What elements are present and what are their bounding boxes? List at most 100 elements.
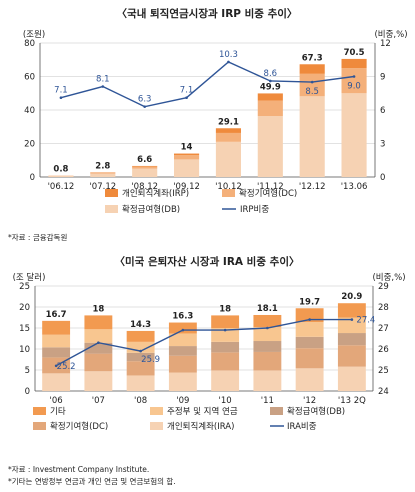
bottom-x-tick-label: '06 <box>50 396 63 406</box>
bottom-y2-tick-label: 27 <box>378 324 389 334</box>
top-y-tick-label: 0 <box>30 173 35 183</box>
bottom-bar-segment-2 <box>211 341 240 353</box>
bottom-x-tick-label: '07 <box>92 396 105 406</box>
bottom-bar-segment-3 <box>168 333 197 347</box>
top-y2-tick-label: 3 <box>380 140 385 150</box>
bottom-bar-segment-1 <box>126 361 155 376</box>
top-y-tick-label: 20 <box>24 140 35 150</box>
bottom-bar-total-label: 18 <box>92 304 104 314</box>
bottom-share-label: 25.2 <box>57 362 76 372</box>
bottom-share-label: 27.4 <box>356 316 375 326</box>
bottom-x-tick-label: '13 2Q <box>338 396 366 406</box>
bottom-y-tick-label: 0 <box>25 387 30 397</box>
bottom-y2-tick-label: 28 <box>378 303 389 313</box>
top-share-point <box>143 105 146 108</box>
bottom-bar-segment-1 <box>295 348 324 369</box>
top-bar-segment-1 <box>257 100 283 117</box>
top-y-tick-label: 80 <box>24 39 35 49</box>
bottom-bar-segment-4 <box>295 308 324 323</box>
top-bar-segment-0 <box>341 93 367 177</box>
bottom-legend-label: 개인퇴직계좌(IRA) <box>167 421 234 432</box>
top-bar-segment-2 <box>257 93 283 101</box>
bottom-bar-segment-4 <box>211 315 240 328</box>
bottom-bar-total-label: 18 <box>219 304 231 314</box>
bottom-bar-segment-4 <box>337 303 366 318</box>
bottom-share-line <box>55 318 352 367</box>
bottom-bar-segment-4 <box>126 330 155 342</box>
bottom-bar-segment-3 <box>42 334 71 348</box>
top-right-unit: (비중,%) <box>374 30 407 40</box>
bottom-source-note: *자료 : Investment Company Institute. <box>8 465 150 474</box>
top-bar-total-label: 2.8 <box>95 161 110 171</box>
bottom-y-tick-label: 15 <box>19 324 30 334</box>
bottom-bar-segment-3 <box>295 322 324 337</box>
top-bar-segment-1 <box>341 68 367 94</box>
bottom-legend-label: IRA비중 <box>287 422 317 432</box>
bottom-legend-swatch <box>150 422 163 430</box>
bottom-x-tick-label: '12 <box>303 396 316 406</box>
bottom-bar-segment-4 <box>253 314 282 328</box>
bottom-bar-segment-3 <box>253 327 282 342</box>
bottom-y-tick-label: 20 <box>19 303 30 313</box>
bottom-bar-segment-4 <box>84 315 113 330</box>
bottom-bar-segment-2 <box>253 341 282 352</box>
top-bar-segment-0 <box>48 175 74 177</box>
bottom-legend-label: 주정부 및 지역 연금 <box>167 406 238 417</box>
top-x-tick-label: '07.12 <box>89 182 116 192</box>
bottom-y2-tick-label: 29 <box>378 282 389 292</box>
bottom-bar-segment-4 <box>42 320 71 335</box>
bottom-bar-segment-0 <box>295 368 324 391</box>
bottom-share-point <box>223 328 227 332</box>
bottom-legend-swatch <box>33 422 46 430</box>
top-share-point <box>227 60 230 64</box>
bottom-share-point <box>308 318 311 321</box>
bottom-bar-segment-0 <box>211 370 240 391</box>
top-y2-tick-label: 6 <box>380 106 385 116</box>
bottom-bar-segment-0 <box>337 366 366 391</box>
top-y2-tick-label: 0 <box>380 173 385 183</box>
top-bar-segment-0 <box>257 116 283 177</box>
top-x-tick-label: '09.12 <box>173 182 200 192</box>
top-source-note: *자료 : 금융감독원 <box>8 233 68 242</box>
top-left-unit: (조원) <box>23 30 45 40</box>
bottom-right-unit: (비중,%) <box>372 273 405 283</box>
top-share-label: 6.3 <box>138 95 152 105</box>
bottom-share-point <box>54 364 58 368</box>
bottom-bar-segment-0 <box>253 370 282 391</box>
bottom-bar-segment-2 <box>126 352 155 362</box>
bottom-bar-segment-2 <box>337 333 366 346</box>
bottom-bar-segment-2 <box>168 346 197 356</box>
bottom-bar-segment-2 <box>42 347 71 358</box>
top-share-label: 8.6 <box>264 69 278 79</box>
bottom-legend-swatch <box>150 407 163 415</box>
bottom-share-point <box>266 326 269 330</box>
top-share-line <box>60 61 355 108</box>
top-share-point <box>59 96 63 100</box>
top-y2-tick-label: 12 <box>380 39 391 49</box>
bottom-legend-label: 확정급여형(DB) <box>287 406 345 417</box>
bottom-bar-segment-3 <box>84 329 113 343</box>
bottom-y-tick-label: 25 <box>19 282 30 292</box>
top-y-tick-label: 40 <box>24 106 35 116</box>
top-bar-segment-1 <box>132 166 158 169</box>
top-bar-segment-1 <box>174 155 200 160</box>
bottom-share-point <box>350 318 354 321</box>
top-share-label: 10.3 <box>219 50 238 60</box>
bottom-legend-swatch <box>270 407 283 415</box>
top-x-tick-label: '10.12 <box>215 182 242 192</box>
top-y-tick-label: 60 <box>24 73 35 83</box>
top-share-point <box>185 96 188 100</box>
bottom-bar-total-label: 19.7 <box>299 297 320 307</box>
top-share-label: 8.1 <box>96 75 110 85</box>
bottom-bar-segment-3 <box>337 317 366 334</box>
bottom-y2-tick-label: 24 <box>378 387 389 397</box>
top-x-tick-label: '12.12 <box>299 182 326 192</box>
top-legend-swatch <box>105 205 118 213</box>
bottom-bar-total-label: 20.9 <box>341 292 362 302</box>
top-share-point <box>310 80 314 84</box>
top-bar-segment-2 <box>341 58 367 69</box>
top-bar-segment-2 <box>299 64 325 74</box>
top-bar-total-label: 0.8 <box>53 165 68 175</box>
bottom-bar-segment-0 <box>168 372 197 391</box>
bottom-y-tick-label: 10 <box>19 345 30 355</box>
